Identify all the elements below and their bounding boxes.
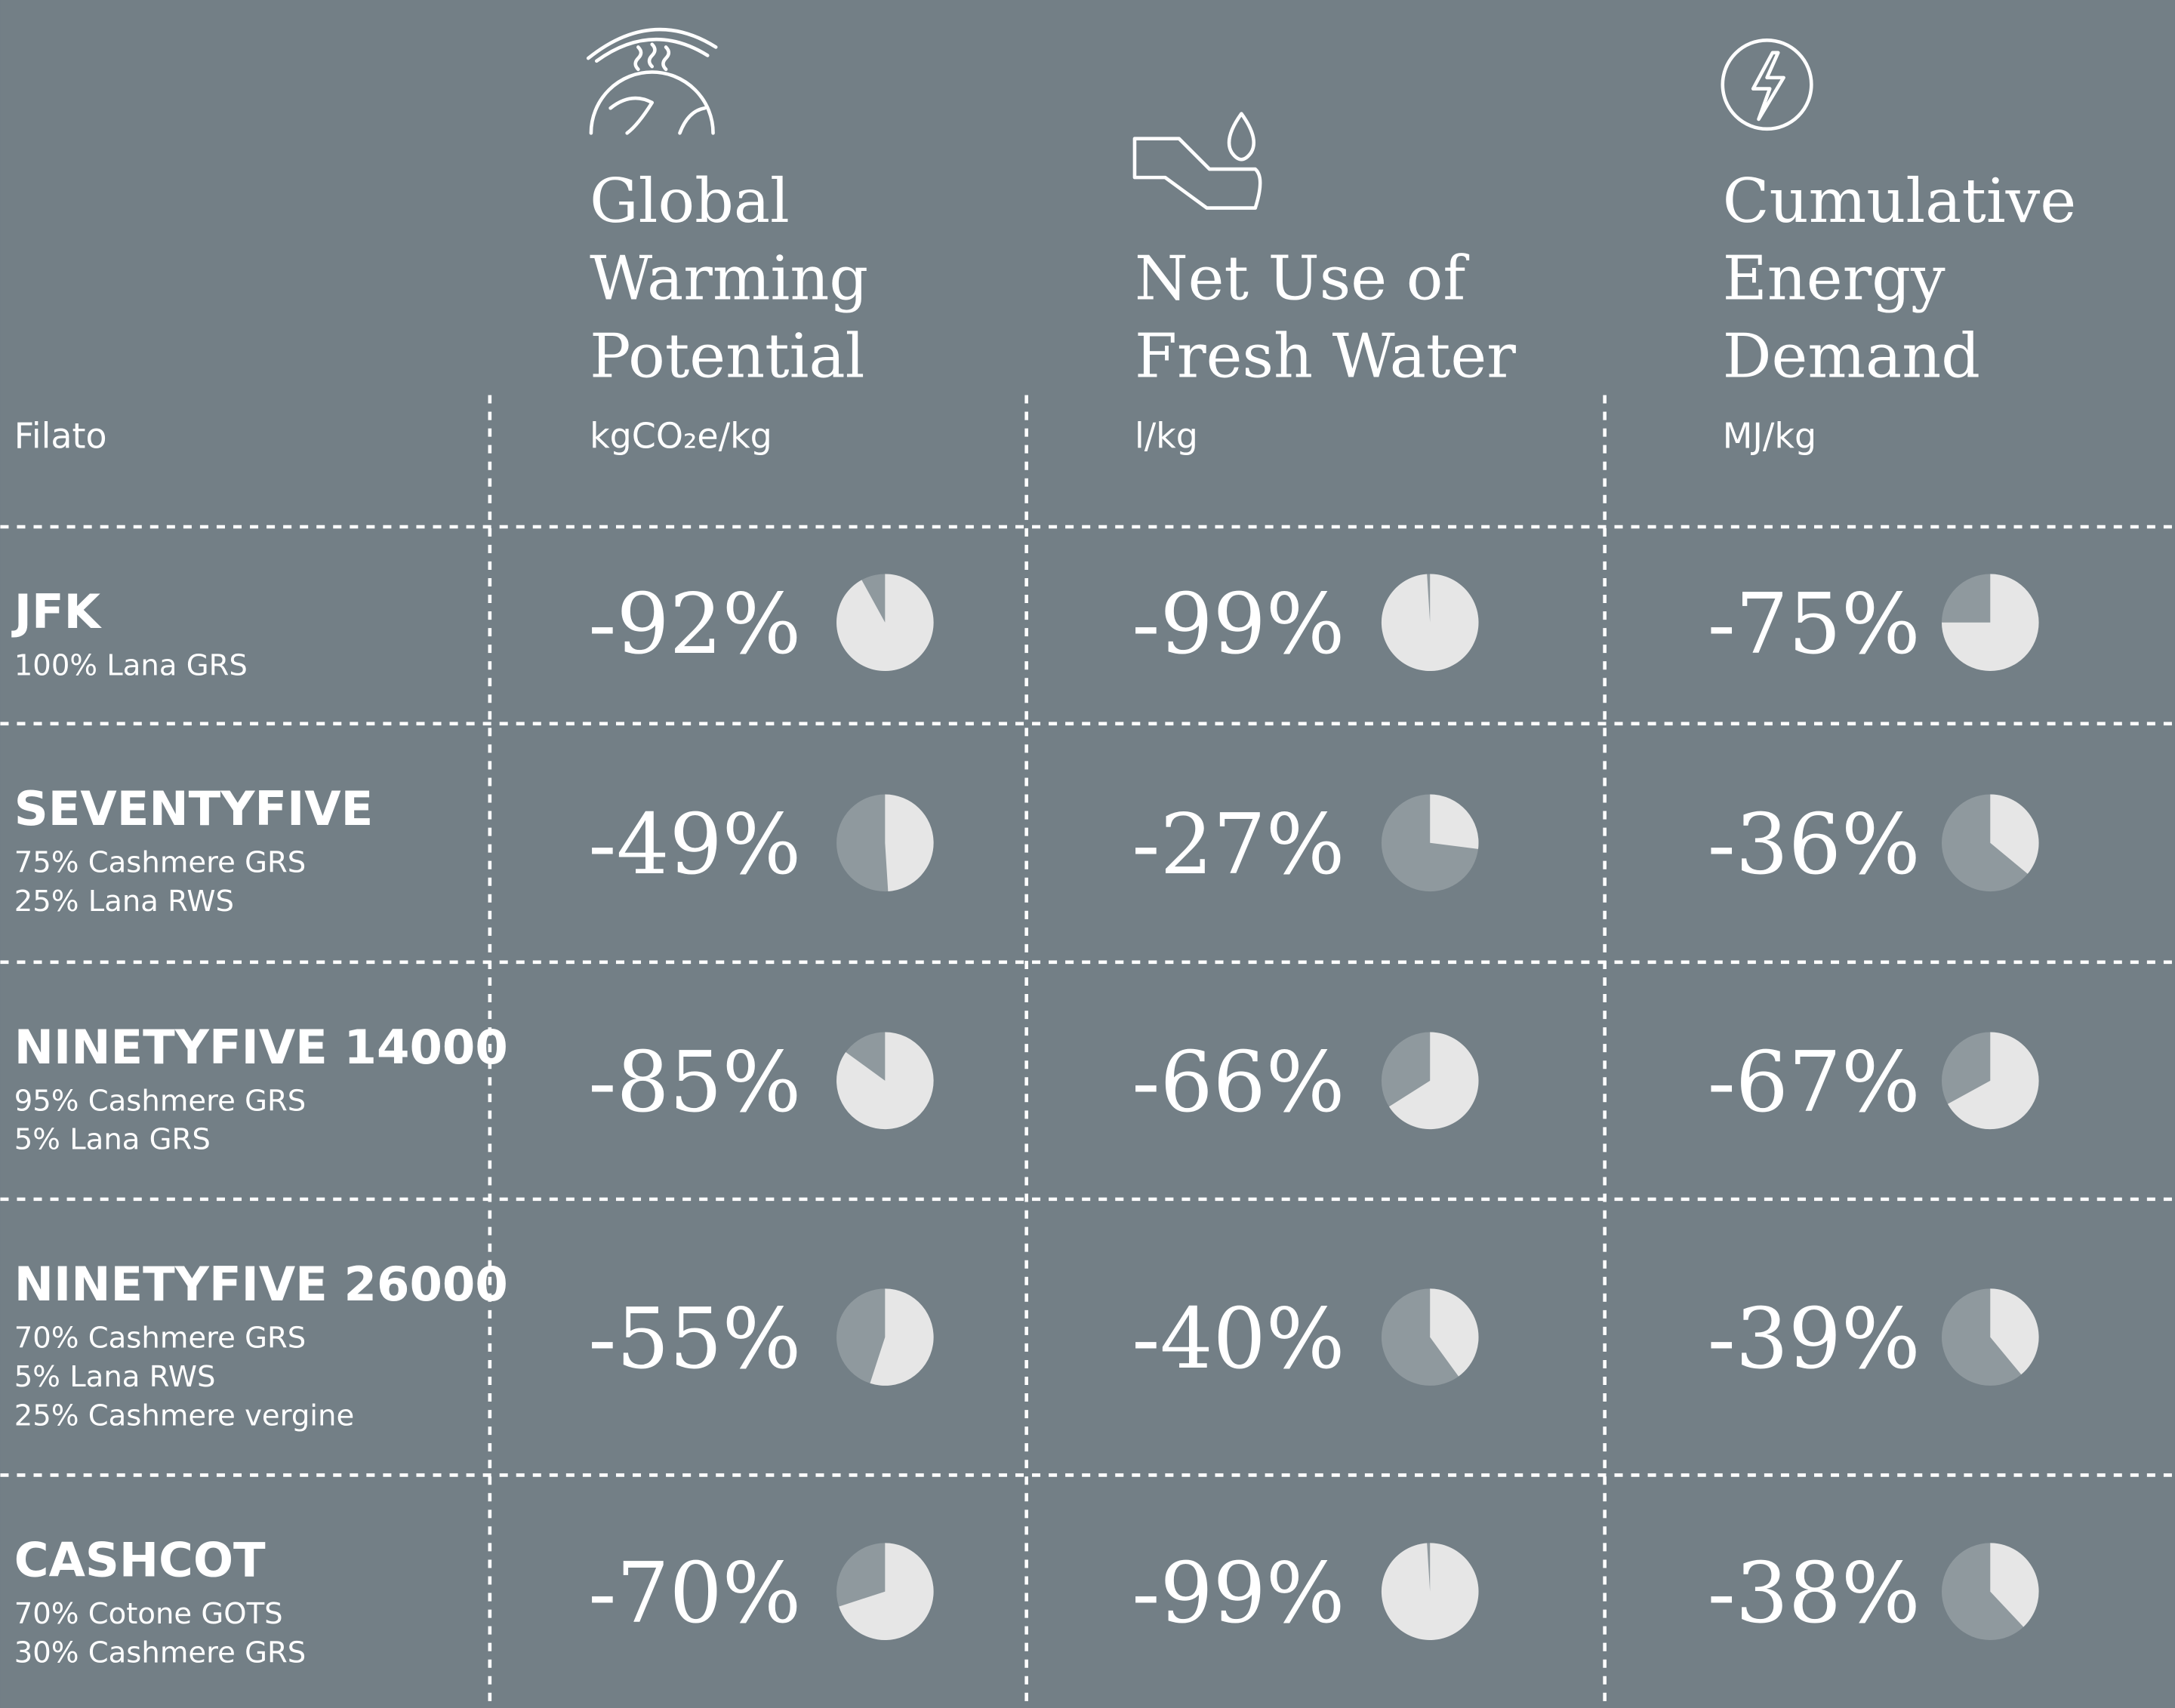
pie-slice [1990, 1288, 2039, 1375]
pie-slice [1381, 574, 1479, 672]
column-title: Fresh Water [1135, 322, 1516, 392]
reduction-value: -55% [588, 1291, 801, 1387]
column-title: Warming [590, 244, 868, 315]
yarn-composition: 75% Cashmere GRS [14, 845, 307, 879]
pie-slice [1381, 1543, 1479, 1640]
column-unit: MJ/kg [1723, 415, 1816, 456]
pie-slice [1990, 794, 2039, 874]
reduction-value: -27% [1132, 796, 1345, 893]
row-label-header: Filato [14, 415, 107, 456]
pie-slice [1990, 1543, 2039, 1627]
yarn-name: SEVENTYFIVE [14, 781, 374, 836]
reduction-value: -49% [588, 796, 801, 893]
yarn-composition: 25% Lana RWS [14, 885, 234, 919]
reduction-value: -92% [588, 576, 801, 672]
column-title: Net Use of [1135, 244, 1469, 315]
yarn-composition: 70% Cotone GOTS [14, 1597, 283, 1631]
reduction-value: -99% [1132, 1545, 1345, 1642]
pie-slice [836, 574, 934, 672]
column-unit: kgCO₂e/kg [590, 415, 772, 456]
grid [0, 395, 2175, 1708]
pie-slice [1388, 1032, 1479, 1130]
yarn-composition: 5% Lana RWS [14, 1360, 216, 1394]
yarn-composition: 100% Lana GRS [14, 649, 248, 683]
column-unit: l/kg [1135, 415, 1198, 456]
column-title: Cumulative [1723, 166, 2076, 237]
yarn-composition: 30% Cashmere GRS [14, 1636, 307, 1670]
reduction-value: -67% [1708, 1034, 1921, 1131]
energy-icon [1721, 38, 1813, 131]
reduction-value: -99% [1132, 576, 1345, 672]
yarn-composition: 25% Cashmere vergine [14, 1399, 354, 1433]
yarn-name: NINETYFIVE 26000 [14, 1257, 508, 1312]
yarn-name: JFK [11, 584, 103, 639]
yarn-composition: 5% Lana GRS [14, 1123, 211, 1157]
pie-slice [1430, 1288, 1479, 1377]
pie-slice [870, 1288, 934, 1386]
pie-slice [836, 1032, 934, 1130]
reduction-value: -85% [588, 1034, 801, 1131]
column-title: Global [590, 166, 790, 237]
reduction-value: -66% [1132, 1034, 1345, 1131]
pie-slice [1942, 574, 2039, 672]
yarn-name: CASHCOT [14, 1532, 266, 1587]
water-icon [1132, 112, 1262, 210]
yarn-composition: 95% Cashmere GRS [14, 1084, 307, 1118]
reduction-value: -70% [588, 1545, 801, 1642]
reduction-value: -39% [1708, 1291, 1921, 1387]
pie-slice [1430, 794, 1479, 849]
column-title: Energy [1723, 244, 1945, 315]
reduction-value: -38% [1708, 1545, 1921, 1642]
reduction-value: -40% [1132, 1291, 1345, 1387]
reduction-value: -75% [1708, 576, 1921, 672]
yarn-composition: 70% Cashmere GRS [14, 1321, 307, 1355]
column-title: Potential [590, 322, 864, 392]
yarn-name: NINETYFIVE 14000 [14, 1020, 508, 1075]
reduction-value: -36% [1708, 796, 1921, 893]
column-title: Demand [1723, 322, 1980, 392]
pie-slice [839, 1543, 934, 1640]
pie-slice [1947, 1032, 2039, 1130]
pie-slice [885, 794, 934, 891]
globe-icon [586, 27, 718, 135]
